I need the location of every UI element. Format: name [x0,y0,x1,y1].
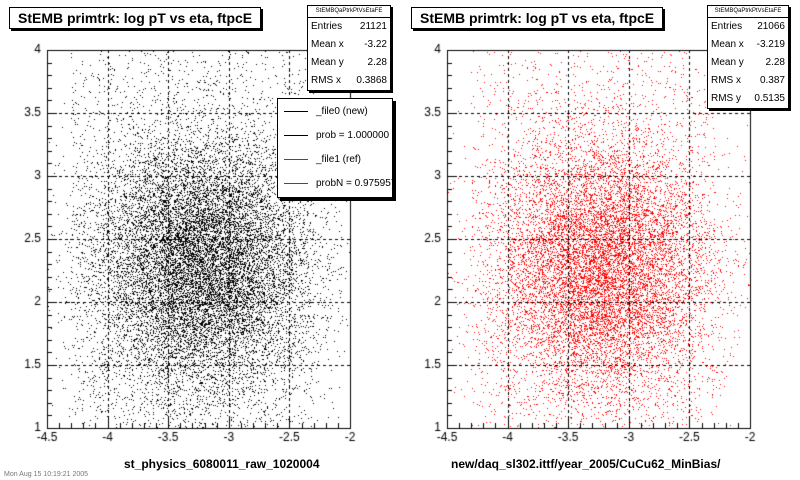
timestamp-footer: Mon Aug 15 10:19:21 2005 [4,471,89,478]
legend-line-swatch [284,110,308,112]
legend-line-swatch [284,182,308,184]
legend-item: _file0 (new) [278,99,392,123]
right-stats-box: StEMBQaPtrkPtVsEtaFE Entries 21066 Mean x… [707,5,789,109]
left-plot-title: StEMB primtrk: log pT vs eta, ftpcE [9,7,262,29]
legend-box: _file0 (new) prob = 1.000000 _file1 (ref… [277,98,393,198]
right-stats-header: StEMBQaPtrkPtVsEtaFE [708,6,788,18]
stats-row: Mean x -3.22 [311,39,387,50]
stats-row: RMS y 0.5135 [711,93,785,104]
stats-row: RMS x 0.387 [711,75,785,86]
left-x-axis-title: st_physics_6080011_raw_1020004 [124,457,320,471]
left-stats-header: StEMBQaPtrkPtVsEtaFE [308,6,390,18]
stats-row: Entries 21121 [311,21,387,32]
stats-row: Mean y 2.28 [711,57,785,68]
legend-item: prob = 1.000000 [278,123,392,147]
stats-row: Entries 21066 [711,21,785,32]
legend-line-swatch [284,134,308,136]
legend-line-swatch [284,158,308,160]
right-plot-title: StEMB primtrk: log pT vs eta, ftpcE [411,7,664,29]
stats-row: RMS x 0.3868 [311,75,387,86]
stats-row: Mean x -3.219 [711,39,785,50]
legend-item: _file1 (ref) [278,147,392,171]
legend-item: probN = 0.975957 [278,171,392,195]
stats-row: Mean y 2.28 [311,57,387,68]
right-x-axis-title: new/daq_sl302.ittf/year_2005/CuCu62_MinB… [451,457,721,471]
left-stats-box: StEMBQaPtrkPtVsEtaFE Entries 21121 Mean x… [307,5,391,91]
